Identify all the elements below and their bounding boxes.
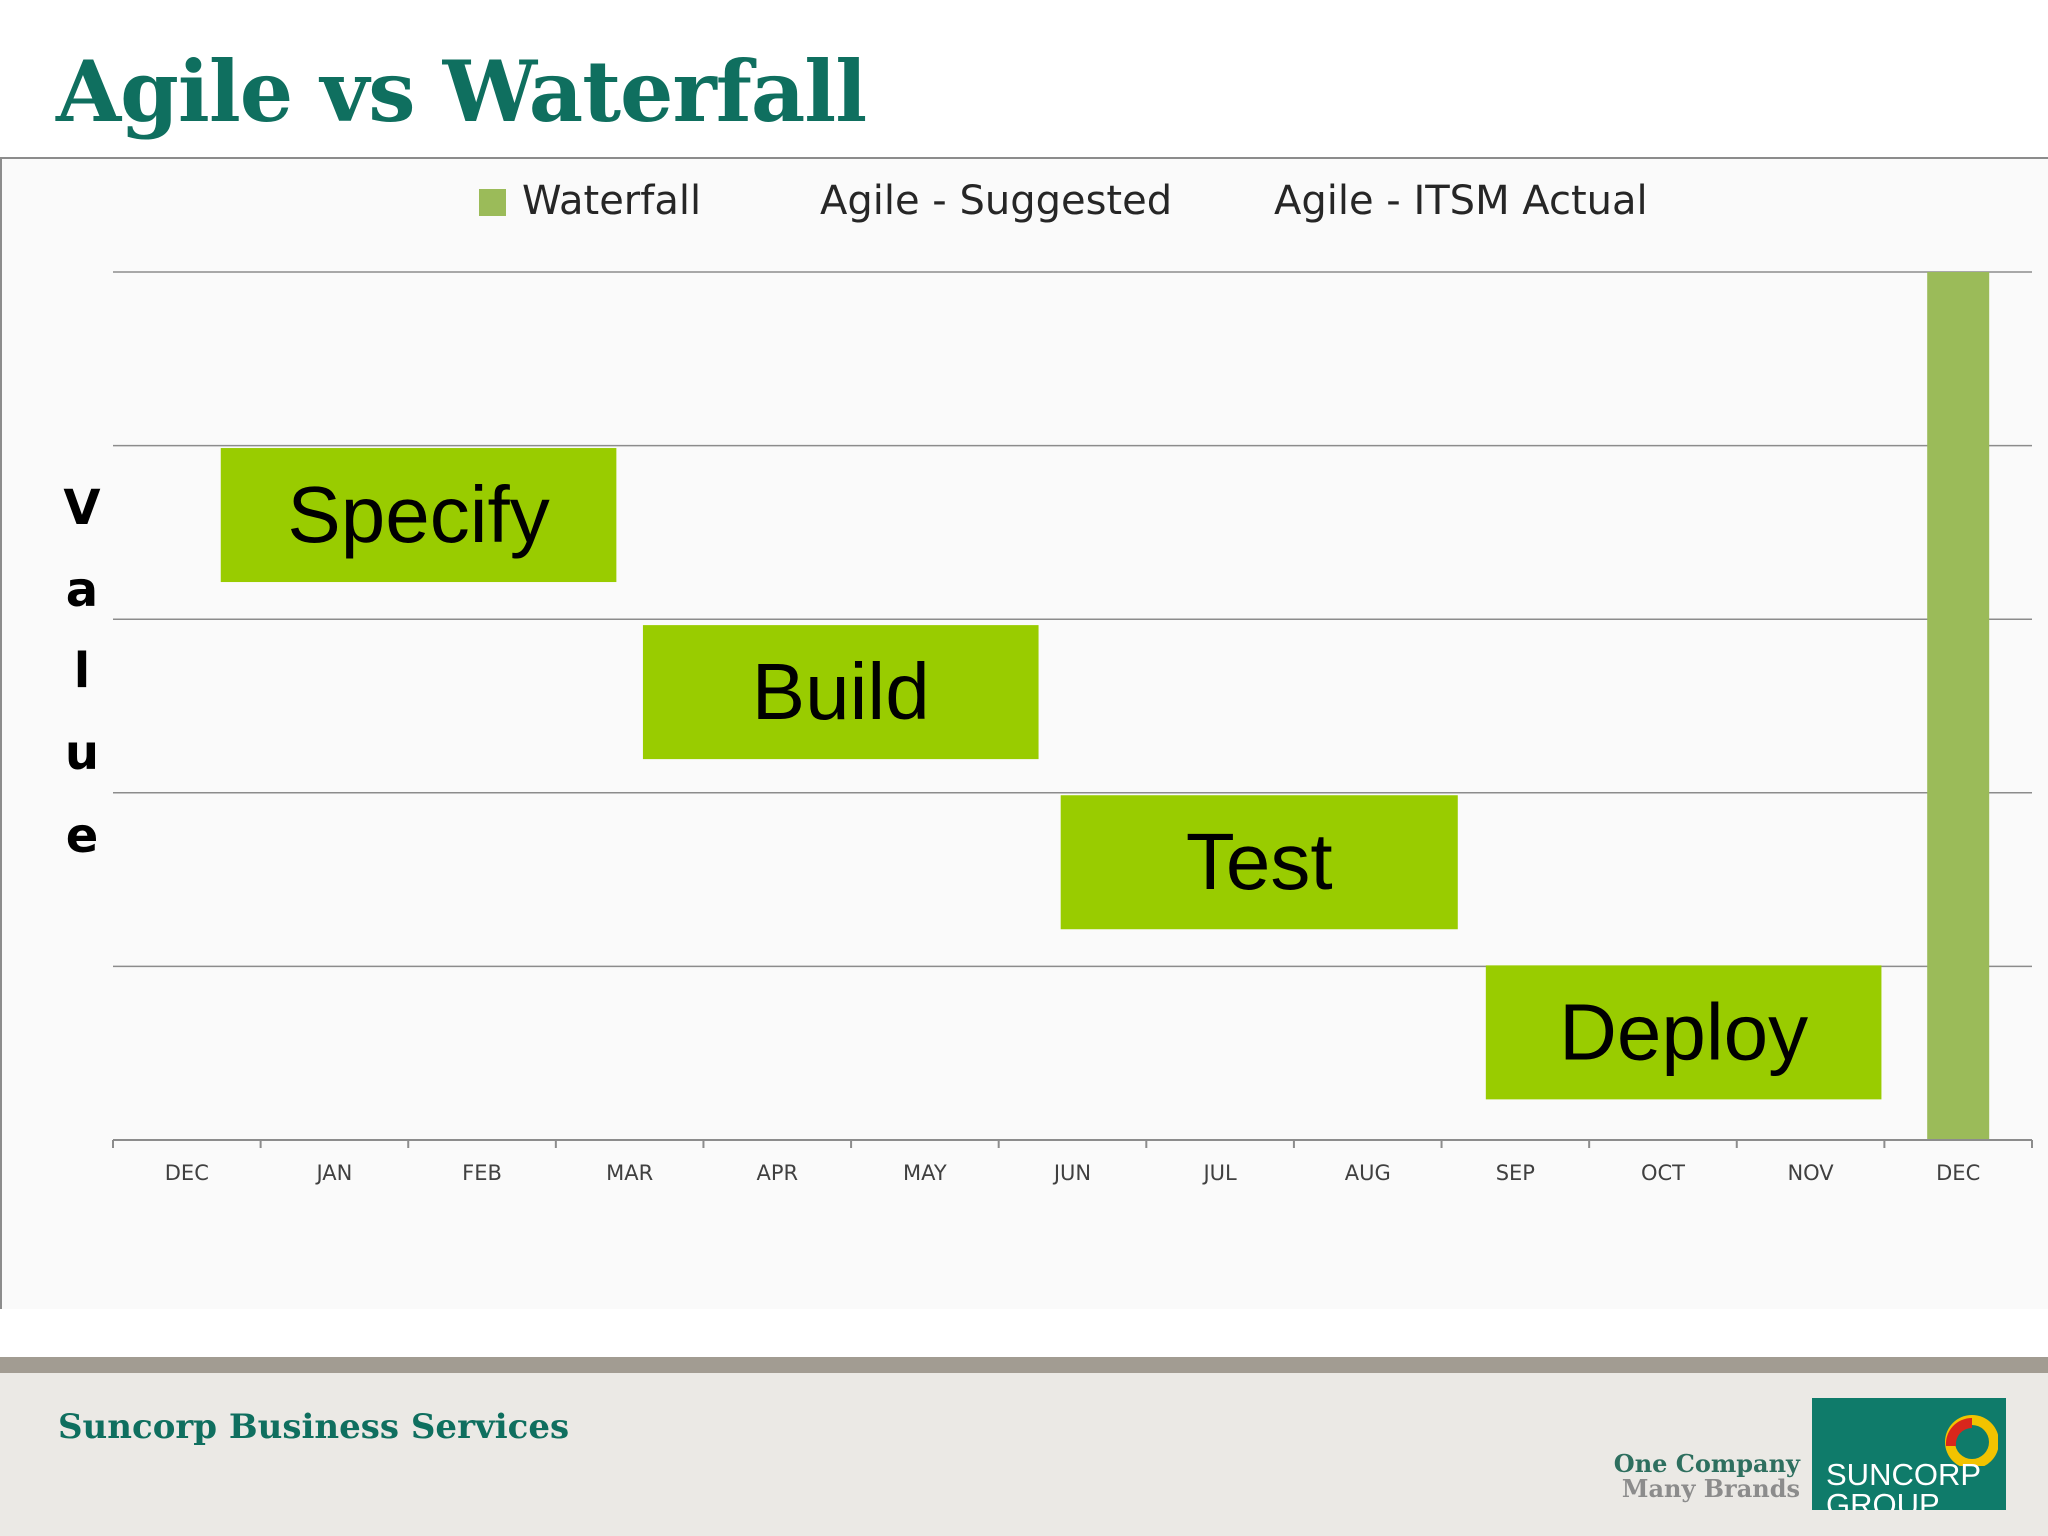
phase-box bbox=[1485, 965, 1882, 1100]
footer-divider bbox=[0, 1357, 2048, 1373]
sun-icon bbox=[1945, 1415, 1998, 1466]
x-tick-label: JAN bbox=[314, 1161, 352, 1185]
legend-item-agile-suggested: Agile - Suggested bbox=[820, 178, 1172, 224]
logo-line-1: SUNCORP bbox=[1826, 1457, 1982, 1492]
logo-text: SUNCORP GROUP bbox=[1826, 1457, 1982, 1510]
page-title: Agile vs Waterfall bbox=[56, 42, 867, 141]
phase-box bbox=[642, 625, 1039, 760]
footer-company-name: Suncorp Business Services bbox=[58, 1407, 570, 1447]
legend-item-agile-itsm-actual: Agile - ITSM Actual bbox=[1274, 178, 1648, 224]
footer: Suncorp Business Services One Company Ma… bbox=[0, 1373, 2048, 1536]
x-tick-label: OCT bbox=[1641, 1161, 1685, 1185]
phase-label: Deploy bbox=[1559, 987, 1808, 1076]
legend-item-waterfall: Waterfall bbox=[522, 178, 701, 224]
x-tick-label: DEC bbox=[1936, 1161, 1980, 1185]
y-axis-label-letter: V bbox=[63, 480, 100, 536]
tagline-line-1: One Company bbox=[1613, 1449, 1800, 1478]
y-axis-label-letter: u bbox=[65, 725, 99, 781]
phase-boxes: Specify Build Test Deploy bbox=[220, 448, 1882, 1100]
suncorp-logo: SUNCORP GROUP bbox=[1812, 1398, 2006, 1510]
y-axis-label-letter: e bbox=[66, 808, 99, 864]
bar-waterfall bbox=[1927, 272, 1990, 1140]
chart-area: Specify Build Test Deploy DEC JAN FEB MAR APR MA… bbox=[0, 157, 2048, 1309]
tagline: One Company Many Brands bbox=[1614, 1451, 1800, 1501]
x-tick-label: MAY bbox=[903, 1161, 947, 1185]
x-tick-label: NOV bbox=[1787, 1161, 1834, 1185]
phase-label: Test bbox=[1186, 817, 1333, 906]
x-tick-label: FEB bbox=[462, 1161, 502, 1185]
phase-label: Specify bbox=[287, 470, 549, 559]
phase-label: Build bbox=[752, 647, 930, 736]
phase-box bbox=[220, 448, 617, 583]
phase-box bbox=[1060, 795, 1458, 930]
legend-swatch-waterfall bbox=[479, 189, 506, 216]
y-axis-label: V a l u e bbox=[63, 480, 100, 864]
x-tick-label: AUG bbox=[1345, 1161, 1391, 1185]
x-tick-label: JUN bbox=[1052, 1161, 1091, 1185]
chart: Specify Build Test Deploy DEC JAN FEB MAR APR MA… bbox=[63, 178, 2033, 1185]
y-axis-label-letter: l bbox=[74, 643, 90, 699]
x-tick-label: JUL bbox=[1201, 1161, 1237, 1185]
tagline-line-2: Many Brands bbox=[1621, 1474, 1800, 1503]
x-tick-label: SEP bbox=[1496, 1161, 1535, 1185]
y-axis-label-letter: a bbox=[66, 562, 98, 618]
x-tick-label: DEC bbox=[165, 1161, 209, 1185]
logo-line-2: GROUP bbox=[1826, 1487, 1940, 1510]
legend: Waterfall Agile - Suggested Agile - ITSM… bbox=[479, 178, 1648, 224]
waterfall-series bbox=[1927, 272, 1990, 1140]
x-tick-label: APR bbox=[756, 1161, 798, 1185]
x-axis: DEC JAN FEB MAR APR MAY JUN JUL AUG SEP OCT NOV DEC bbox=[112, 1139, 2033, 1185]
x-tick-label: MAR bbox=[606, 1161, 653, 1185]
